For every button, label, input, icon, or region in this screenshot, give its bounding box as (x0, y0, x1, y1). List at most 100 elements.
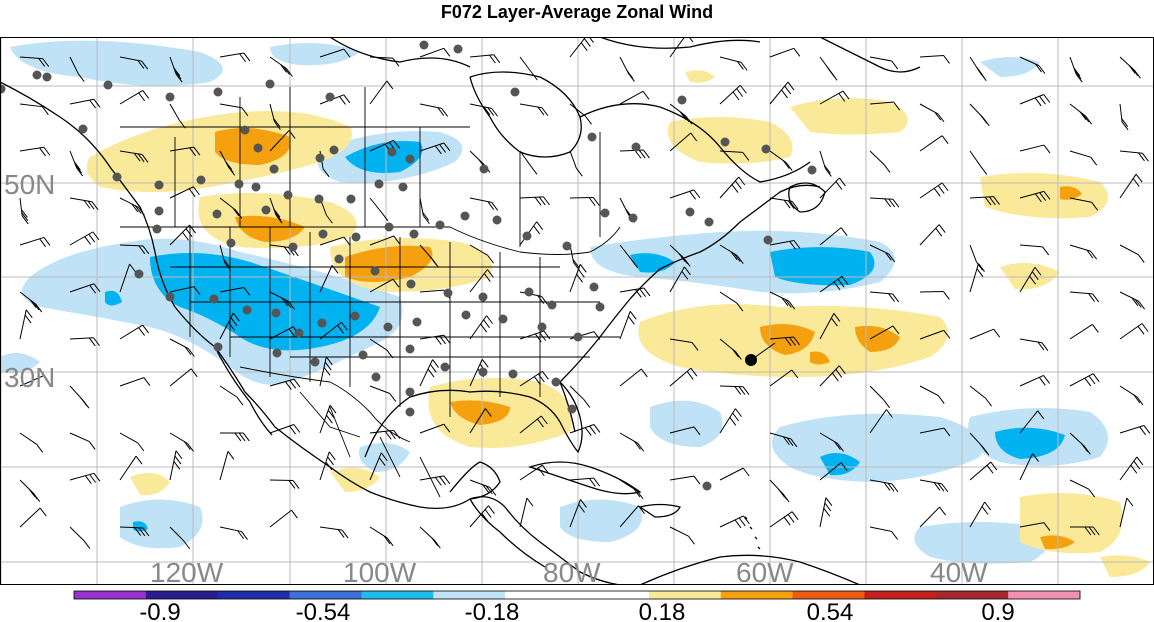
wind-barb-flag (241, 107, 249, 117)
wind-barb-flag (826, 66, 834, 76)
wind-barb-flag (1092, 526, 1100, 536)
station-dot (325, 92, 335, 102)
wind-barb-flag (541, 296, 549, 305)
station-dot (196, 175, 206, 185)
wind-barb-flag (1130, 464, 1138, 474)
wind-barb (819, 177, 840, 199)
wind-barb-flag (380, 452, 388, 462)
wind-barb-flag (526, 497, 534, 507)
colorbar-swatch (145, 591, 219, 599)
wind-barb (419, 47, 445, 58)
wind-barb-flag (978, 263, 985, 272)
wind-barb-flag (21, 215, 29, 225)
wind-barb-flag (1091, 201, 1099, 211)
wind-barb-flag (840, 462, 848, 471)
wind-barb-flag (343, 94, 351, 104)
wind-barb-flag (1041, 342, 1049, 352)
wind-barb-flag (572, 259, 580, 268)
wind-barb-flag (281, 297, 289, 307)
wind-barb-flag (833, 281, 841, 291)
station-dot (510, 87, 520, 97)
wind-barb-flag (1082, 113, 1090, 123)
wind-barb-flag (578, 268, 585, 278)
station-dot (460, 211, 470, 221)
wind-barb-flag (642, 90, 650, 100)
wind-barb-flag (888, 198, 896, 208)
lon-label-100w: 100W (343, 557, 417, 585)
station-dot (283, 190, 293, 200)
station-dot (370, 266, 380, 276)
station-dot (154, 180, 164, 190)
wind-barb-flag (937, 185, 945, 194)
wind-barb (319, 356, 327, 387)
station-dot (351, 232, 361, 242)
station-dot (478, 367, 488, 377)
wind-barb-flag (580, 42, 588, 51)
wind-barb-flag (187, 443, 194, 452)
wind-barb-flag (837, 278, 845, 288)
wind-barb-flag (129, 263, 136, 273)
wind-barb-flag (1088, 488, 1096, 498)
wind-barb-flag (1039, 192, 1047, 201)
wind-barb-flag (1137, 325, 1145, 335)
wind-barb-flag (327, 409, 335, 419)
station-dot (234, 179, 244, 189)
wind-barb-flag (482, 484, 490, 494)
wind-barb-flag (137, 60, 145, 69)
wind-barb (669, 338, 693, 343)
wind-barb (19, 103, 43, 108)
wind-barb (319, 236, 345, 246)
station-dot (269, 164, 279, 174)
wind-barb-flag (29, 299, 37, 309)
wind-barb-flag (637, 442, 645, 452)
colorbar-swatch (792, 591, 865, 599)
wind-barb-flag (1074, 70, 1082, 80)
wind-barb-flag (793, 336, 801, 346)
wind-barb-flag (1138, 300, 1146, 310)
wind-barb (369, 197, 383, 214)
wind-barb-flag (427, 368, 435, 378)
zonal-wind-map: 120W 100W 80W 60W 40W 50N 30N (0, 37, 1154, 585)
wind-barb (1069, 479, 1089, 490)
wind-barb-flag (588, 197, 596, 206)
station-dot (242, 305, 252, 315)
wind-barb (319, 405, 331, 434)
wind-barb-flag (1137, 254, 1145, 263)
wind-barb (1019, 410, 1039, 434)
wind-barb-flag (840, 227, 848, 236)
wind-barb-flag (326, 414, 333, 424)
wind-barb-flag (288, 328, 296, 338)
wind-barb-flag (892, 325, 900, 335)
wind-barb-flag (781, 297, 789, 307)
wind-barb (1119, 456, 1138, 481)
wind-barb-flag (1037, 410, 1045, 420)
coastlines (0, 37, 921, 585)
wind-barb-flag (593, 331, 601, 340)
station-dot (317, 318, 327, 328)
wind-barb-flag (189, 147, 197, 157)
wind-barb-flag (93, 472, 101, 482)
wind-barb (469, 315, 487, 340)
wind-barb (1119, 497, 1128, 528)
wind-barb-flag (88, 337, 96, 347)
wind-barb-flag (288, 130, 296, 139)
wind-barb-flag (343, 48, 351, 58)
wind-barb-flag (486, 315, 493, 324)
wind-barb (969, 244, 977, 263)
wind-barb-flag (137, 153, 145, 163)
wind-barb-flag (534, 196, 542, 206)
wind-barb-flag (480, 323, 487, 333)
station-dot (314, 194, 324, 204)
wind-barb (69, 56, 79, 74)
wind-barb-flag (25, 309, 33, 319)
wind-barb-flag (684, 266, 691, 276)
wind-barb-flag (226, 164, 234, 173)
wind-barb-flag (1035, 63, 1042, 73)
wind-barb-flag (787, 514, 795, 523)
wind-barb-flag (190, 368, 198, 378)
wind-barb-flag (422, 212, 430, 221)
lon-label-40w: 40W (930, 557, 988, 585)
wind-barb-flag (73, 161, 81, 171)
wind-barb-flag (835, 369, 843, 378)
wind-barb (819, 462, 842, 481)
